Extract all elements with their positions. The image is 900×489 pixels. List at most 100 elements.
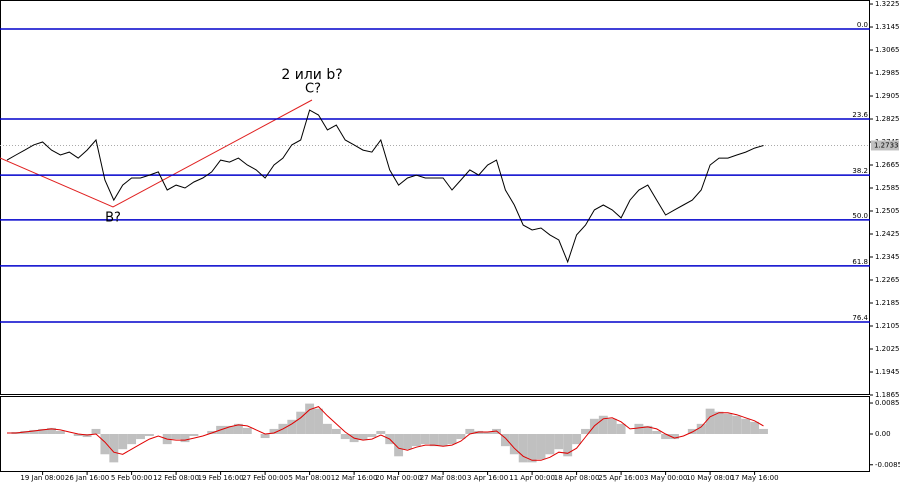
histogram-bar [305, 403, 315, 434]
x-tick-label: 3 May 00:00 [644, 474, 688, 482]
histogram-bar [225, 425, 234, 434]
histogram-bar [127, 434, 137, 445]
fib-label: 50.0 [852, 212, 868, 220]
annotation: C? [305, 82, 321, 97]
fib-label: 23.6 [852, 111, 868, 119]
histogram-bar [287, 419, 297, 434]
x-tick-label: 10 May 08:00 [686, 474, 734, 482]
y-tick-label: 1.2665 [875, 161, 900, 169]
histogram-bar [29, 429, 39, 434]
histogram-bar [233, 423, 243, 434]
y-tick-label: 1.1865 [875, 391, 900, 399]
histogram-bar [438, 434, 448, 447]
current-price-box [871, 140, 899, 151]
y-tick-label: 1.3145 [875, 23, 900, 31]
histogram-bar [322, 423, 332, 434]
y-tick-label: -0.0085 [875, 461, 900, 469]
y-tick-label: 1.2425 [875, 230, 900, 238]
histogram-bar [38, 428, 48, 434]
histogram-bar [144, 434, 154, 437]
x-tick-label: 11 Apr 00:00 [509, 474, 555, 482]
histogram-bar [652, 430, 662, 434]
histogram-bar [314, 408, 323, 434]
x-tick-label: 5 Feb 00:00 [111, 474, 152, 482]
histogram-bar [714, 411, 724, 434]
y-tick-label: 1.2105 [875, 322, 900, 330]
histogram-bar [634, 423, 644, 434]
wave-line [0, 99, 313, 208]
histogram-bar [429, 434, 439, 447]
x-tick-label: 12 Mar 16:00 [331, 474, 378, 482]
y-tick-label: 0.00856 [875, 399, 900, 407]
histogram-bar [572, 434, 582, 445]
histogram-bar [403, 434, 412, 450]
fib-label: 0.0 [857, 21, 868, 29]
fib-label: 76.4 [852, 314, 868, 322]
x-tick-label: 27 Feb 00:00 [242, 474, 288, 482]
histogram-bar [260, 434, 270, 439]
histogram-bar [269, 428, 279, 434]
histogram-bar [661, 434, 671, 440]
price-panel [0, 0, 870, 395]
y-tick-label: 1.2585 [875, 184, 900, 192]
histogram-bar [82, 434, 92, 438]
histogram-bar [705, 408, 715, 434]
histogram-bar [759, 428, 768, 434]
histogram-bar [518, 434, 528, 463]
y-tick-label: 1.2825 [875, 115, 900, 123]
histogram-bar [545, 434, 555, 455]
histogram-bar [100, 434, 110, 455]
x-tick-label: 26 Jan 16:00 [65, 474, 109, 482]
histogram-bar [723, 413, 733, 434]
x-tick-label: 17 May 16:00 [731, 474, 779, 482]
histogram-bar [616, 423, 626, 434]
x-tick-label: 25 Apr 16:00 [598, 474, 644, 482]
histogram-bar [598, 415, 608, 434]
histogram-bar [73, 434, 83, 437]
histogram-bar [581, 428, 590, 434]
histogram-bar [732, 415, 742, 434]
y-tick-label: 1.2985 [875, 69, 900, 77]
price-line [6, 109, 764, 264]
histogram-bar [358, 434, 368, 441]
histogram-bar [456, 434, 466, 440]
histogram-bar [394, 434, 404, 457]
indicator-panel [0, 396, 870, 472]
histogram-bar [171, 434, 181, 440]
x-tick-label: 20 Mar 00:00 [375, 474, 422, 482]
histogram-bar [563, 434, 573, 457]
y-tick-label: 1.1945 [875, 368, 900, 376]
annotation: 2 или b? [281, 67, 342, 83]
y-tick-label: 1.2905 [875, 92, 900, 100]
y-tick-label: 1.2185 [875, 299, 900, 307]
x-tick-label: 3 Apr 16:00 [467, 474, 508, 482]
current-price-label: 1.2733 [874, 141, 899, 149]
histogram-bar [296, 411, 306, 434]
y-tick-label: 1.2265 [875, 276, 900, 284]
y-tick-label: 1.3225 [875, 0, 900, 8]
histogram-bar [420, 434, 430, 445]
y-tick-label: 1.2345 [875, 253, 900, 261]
histogram-bar [367, 434, 377, 438]
histogram-bar [136, 434, 145, 440]
x-tick-label: 27 Mar 08:00 [420, 474, 467, 482]
histogram-bar [509, 434, 519, 455]
histogram-bar [189, 434, 199, 437]
histogram-bar [180, 434, 190, 443]
histogram-bar [91, 428, 101, 434]
histogram-bar [696, 423, 706, 434]
fib-label: 61.8 [852, 258, 868, 266]
histogram-bar [118, 434, 128, 450]
x-tick-label: 18 Apr 08:00 [554, 474, 600, 482]
histogram-bar [741, 418, 751, 434]
histogram-bar [643, 425, 653, 434]
histogram-bar [465, 428, 475, 434]
histogram-bar [670, 434, 679, 440]
histogram-bar [527, 434, 537, 463]
y-tick-label: 0.00 [875, 430, 891, 438]
x-tick-label: 5 Mar 08:00 [288, 474, 330, 482]
histogram-bar [536, 434, 546, 460]
signal-line [7, 406, 764, 461]
histogram-bar [242, 427, 252, 434]
